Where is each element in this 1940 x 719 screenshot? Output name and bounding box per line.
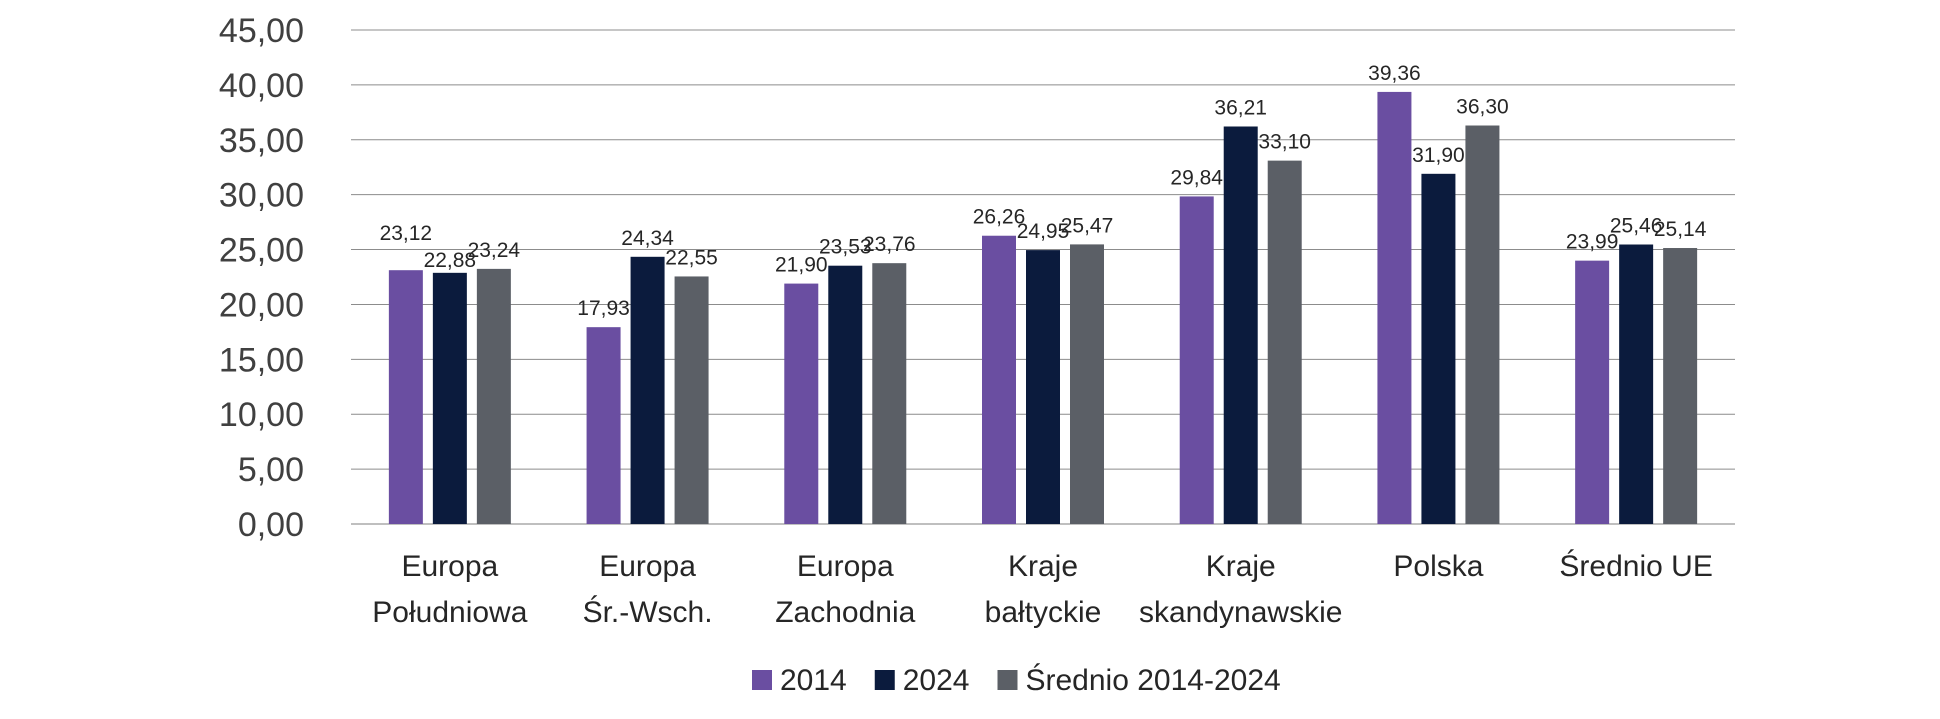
- y-axis: 0,00 5,00 10,00 15,00 20,00 25,00 30,00 35,00 40…: [219, 12, 304, 544]
- bar: [1267, 160, 1302, 524]
- bar: [1223, 126, 1258, 525]
- y-tick-label: 0,00: [238, 506, 304, 544]
- y-tick-label: 10,00: [219, 396, 304, 434]
- bar: [1465, 125, 1500, 525]
- data-label: 23,99: [1566, 231, 1619, 254]
- y-tick-label: 15,00: [219, 341, 304, 379]
- y-tick-label: 30,00: [219, 177, 304, 215]
- bar: [982, 235, 1016, 524]
- legend: 2014 2024 Średnio 2014-2024: [752, 663, 1281, 697]
- x-tick-label: Europa: [401, 550, 498, 583]
- data-label: 22,88: [424, 249, 477, 272]
- data-label: 29,84: [1170, 166, 1223, 189]
- bar: [1377, 91, 1412, 524]
- bar: [784, 283, 819, 524]
- data-label: 26,26: [973, 206, 1026, 229]
- x-tick-label: Europa: [797, 550, 894, 583]
- data-label: 24,95: [1017, 220, 1070, 243]
- bar: [1421, 173, 1456, 524]
- y-tick-label: 25,00: [219, 232, 304, 270]
- bar: [674, 276, 709, 524]
- bar: [388, 270, 423, 524]
- bar: [1575, 260, 1610, 524]
- x-tick-label: Europa: [599, 550, 696, 583]
- legend-swatch: [874, 670, 895, 690]
- bar: [476, 268, 511, 524]
- data-label: 25,47: [1061, 214, 1114, 237]
- data-label: 25,46: [1610, 215, 1663, 238]
- x-tick-label: Średnio UE: [1559, 549, 1712, 583]
- y-tick-label: 5,00: [238, 451, 304, 489]
- y-tick-label: 20,00: [219, 286, 304, 324]
- bar: [1026, 250, 1060, 525]
- bar: [630, 256, 665, 524]
- x-tick-label: Polska: [1393, 550, 1483, 583]
- legend-label: 2024: [903, 664, 970, 697]
- data-label: 23,76: [863, 233, 916, 256]
- data-label: 33,10: [1258, 131, 1311, 154]
- data-label: 23,12: [380, 222, 433, 245]
- legend-swatch: [997, 670, 1018, 690]
- bar: [586, 327, 621, 524]
- data-label: 23,53: [819, 236, 872, 259]
- bar: [828, 265, 863, 524]
- x-tick-label: Kraje: [1008, 550, 1078, 583]
- bar: [872, 263, 907, 524]
- data-label: 36,30: [1456, 96, 1509, 119]
- x-tick-label: Południowa: [372, 596, 527, 629]
- bar: [1663, 248, 1698, 524]
- legend-label: Średnio 2014-2024: [1026, 663, 1281, 697]
- data-label: 39,36: [1368, 62, 1421, 85]
- data-label: 25,14: [1654, 218, 1707, 241]
- bar: [1619, 244, 1654, 524]
- y-tick-label: 40,00: [219, 67, 304, 105]
- x-tick-label: bałtyckie: [985, 596, 1102, 629]
- y-tick-label: 45,00: [219, 12, 304, 50]
- bars: [388, 91, 1698, 525]
- data-label: 23,24: [468, 239, 521, 262]
- x-tick-label: Śr.-Wsch.: [583, 595, 713, 629]
- legend-swatch: [752, 670, 772, 690]
- data-label: 21,90: [775, 254, 828, 277]
- legend-label: 2014: [780, 664, 847, 697]
- y-tick-label: 35,00: [219, 122, 304, 160]
- data-label: 31,90: [1412, 144, 1465, 167]
- x-axis: Europa Południowa Europa Śr.-Wsch. Europa Zac…: [372, 549, 1713, 629]
- data-label: 17,93: [577, 297, 630, 320]
- x-tick-label: Kraje: [1206, 550, 1276, 583]
- bar: [1179, 196, 1214, 525]
- data-label: 36,21: [1214, 96, 1267, 119]
- bar: [1070, 244, 1104, 524]
- x-tick-label: skandynawskie: [1139, 596, 1342, 629]
- bar: [432, 272, 467, 524]
- data-label: 24,34: [621, 227, 674, 250]
- data-label: 22,55: [665, 246, 718, 269]
- x-tick-label: Zachodnia: [775, 596, 915, 629]
